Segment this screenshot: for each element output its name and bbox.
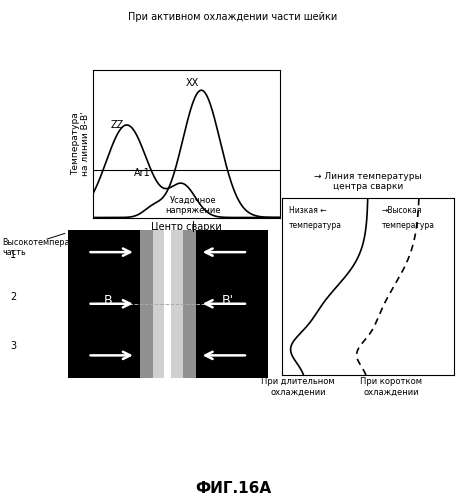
- Text: ZZ: ZZ: [111, 120, 124, 130]
- Bar: [140, 230, 196, 378]
- Text: температура: температура: [382, 220, 435, 230]
- Text: При длительном
охлаждении: При длительном охлаждении: [261, 378, 335, 397]
- Text: Ar1: Ar1: [134, 168, 151, 178]
- Text: Низкая ←: Низкая ←: [289, 206, 327, 216]
- Text: В': В': [222, 294, 234, 308]
- Text: XX: XX: [185, 78, 199, 88]
- Text: температура: температура: [289, 220, 342, 230]
- Bar: [153, 230, 183, 378]
- Text: →Высокая: →Высокая: [382, 206, 422, 216]
- Text: Усадочное
напряжение: Усадочное напряжение: [165, 196, 221, 215]
- Text: Высокотемпературная
часть: Высокотемпературная часть: [2, 238, 100, 257]
- Bar: [164, 230, 171, 378]
- Text: → Линия температуры
центра сварки: → Линия температуры центра сварки: [315, 172, 422, 191]
- Text: 1: 1: [10, 250, 16, 260]
- Text: ФИГ.16А: ФИГ.16А: [195, 481, 271, 496]
- Y-axis label: Температура
на линии В-В': Температура на линии В-В': [71, 112, 90, 176]
- Text: 3: 3: [10, 341, 16, 351]
- Text: В: В: [103, 294, 112, 308]
- Text: При активном охлаждении части шейки: При активном охлаждении части шейки: [128, 12, 338, 22]
- Text: При коротком
охлаждении: При коротком охлаждении: [360, 378, 423, 397]
- Text: 2: 2: [10, 292, 16, 302]
- X-axis label: Центр сварки: Центр сварки: [151, 222, 222, 232]
